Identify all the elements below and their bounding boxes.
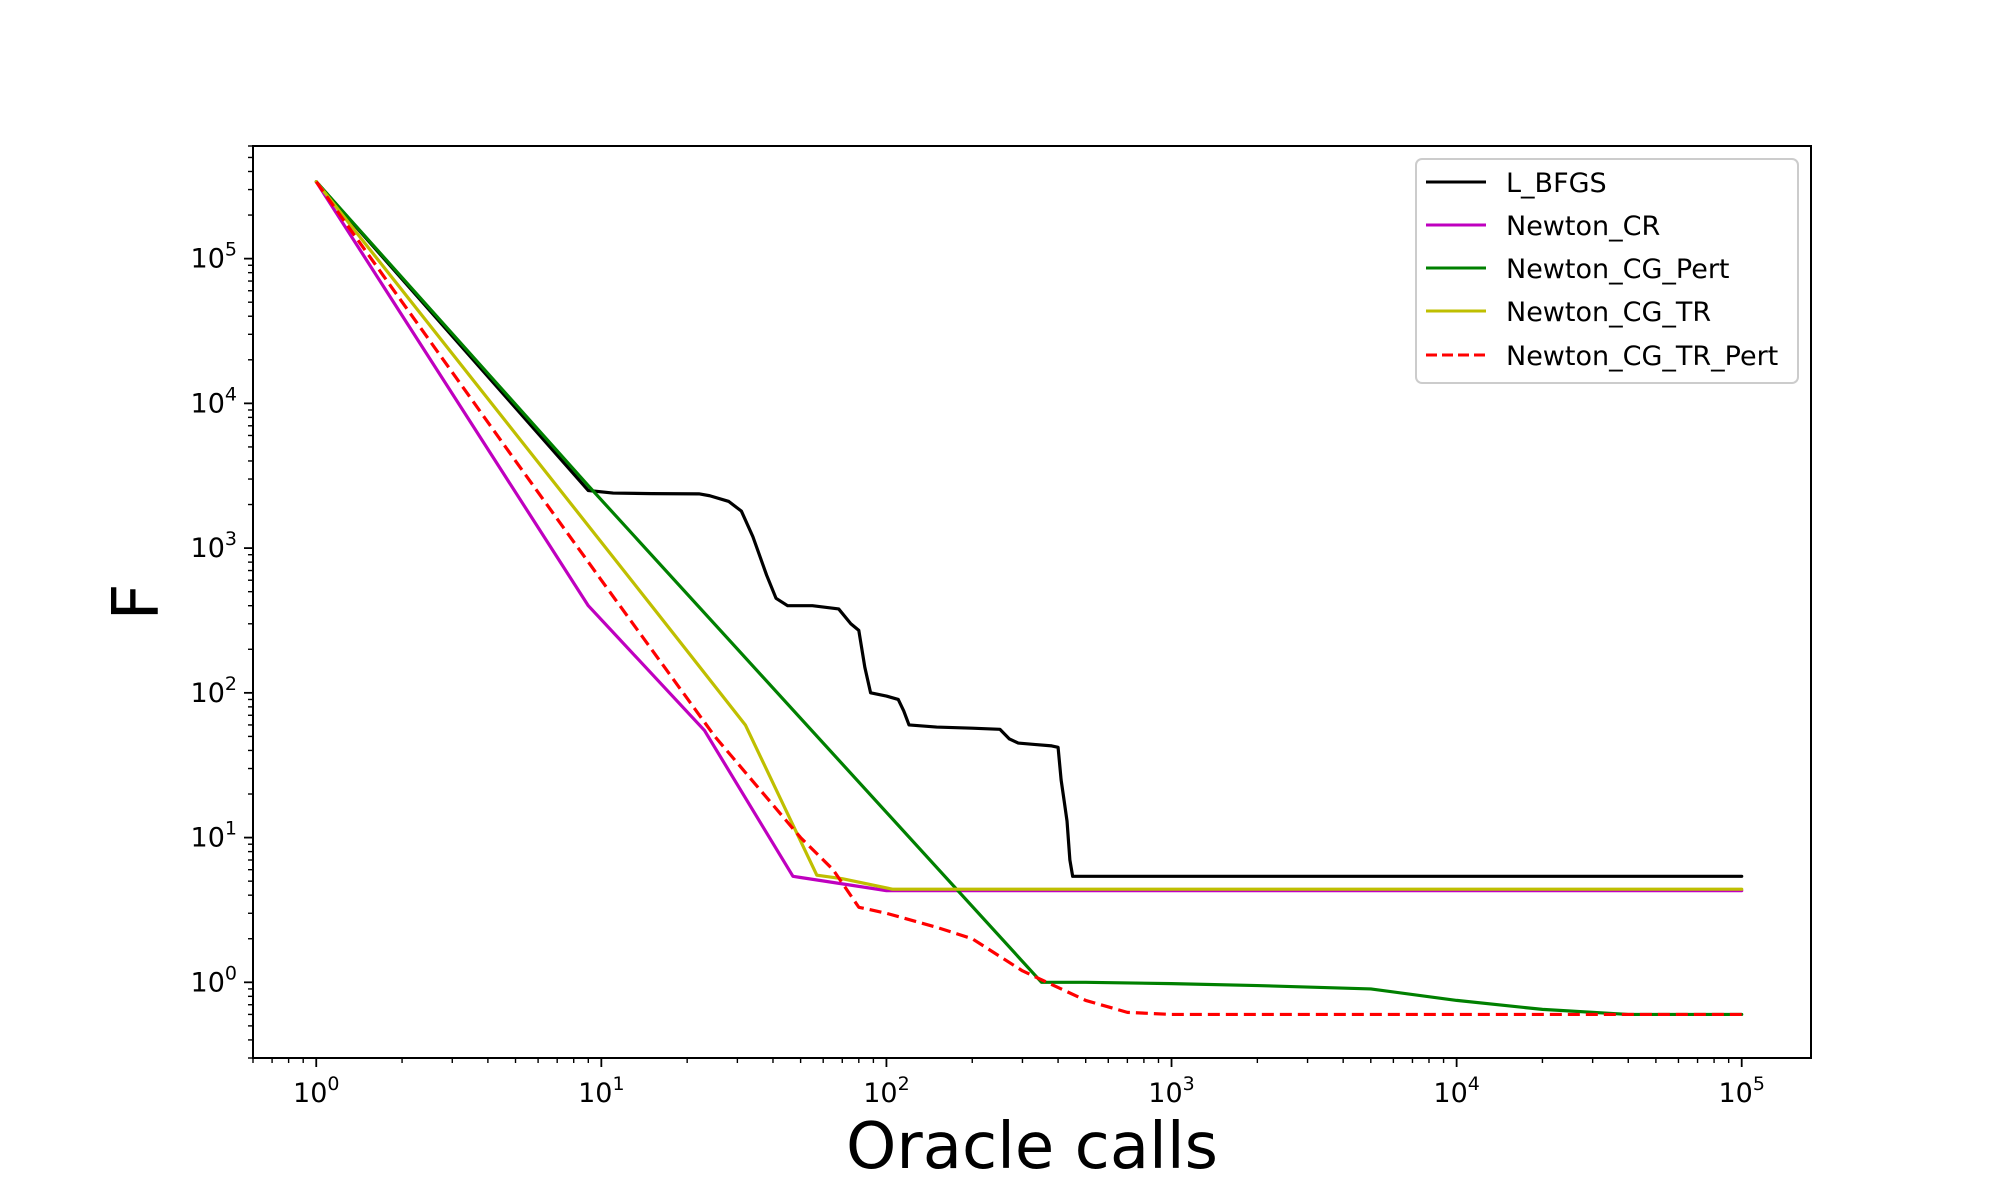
x-tick-label: 102 (863, 1073, 909, 1109)
series-line-l-bfgs (314, 180, 1744, 878)
legend-label-newton-cg-tr-pert: Newton_CG_TR_Pert (1506, 341, 1778, 372)
legend-label-newton-cr: Newton_CR (1506, 211, 1660, 242)
legend-label-newton-cg-tr: Newton_CG_TR (1506, 297, 1711, 328)
legend-entry-newton-cr: Newton_CR (1426, 211, 1660, 242)
series-line-newton-cr (314, 180, 1744, 893)
legend-entry-newton-cg-tr-pert: Newton_CG_TR_Pert (1426, 341, 1778, 372)
x-tick-label: 105 (1718, 1073, 1764, 1109)
x-axis-label: Oracle calls (846, 1110, 1218, 1184)
legend-label-l-bfgs: L_BFGS (1506, 168, 1607, 199)
y-tick-label: 105 (191, 239, 237, 275)
series-line-newton-cg-tr (314, 180, 1744, 891)
legend: L_BFGS Newton_CR Newton_CG_Pert Newton_C… (1415, 158, 1799, 384)
y-tick-label: 103 (191, 528, 237, 564)
y-tick-label: 101 (191, 818, 237, 854)
x-tick-label: 103 (1148, 1073, 1194, 1109)
legend-box (1415, 158, 1799, 384)
series-line-newton-cg-pert (314, 180, 1744, 1017)
legend-entry-l-bfgs: L_BFGS (1426, 168, 1607, 199)
legend-label-newton-cg-pert: Newton_CG_Pert (1506, 254, 1730, 285)
tick-layer: 100 101 102 103 104 105 100 101 102 103 104 105 (191, 145, 1765, 1109)
plot-frame (252, 145, 1812, 1059)
x-tick-label: 101 (578, 1073, 624, 1109)
legend-entry-newton-cg-pert: Newton_CG_Pert (1426, 254, 1730, 285)
x-tick-label: 100 (293, 1073, 339, 1109)
y-tick-label: 102 (191, 673, 237, 709)
y-tick-label: 104 (191, 383, 237, 419)
series-layer (314, 180, 1744, 1017)
y-axis-label: F (100, 584, 174, 621)
x-tick-label: 104 (1433, 1073, 1479, 1109)
y-tick-label: 100 (191, 962, 237, 998)
legend-entry-newton-cg-tr: Newton_CG_TR (1426, 297, 1711, 328)
